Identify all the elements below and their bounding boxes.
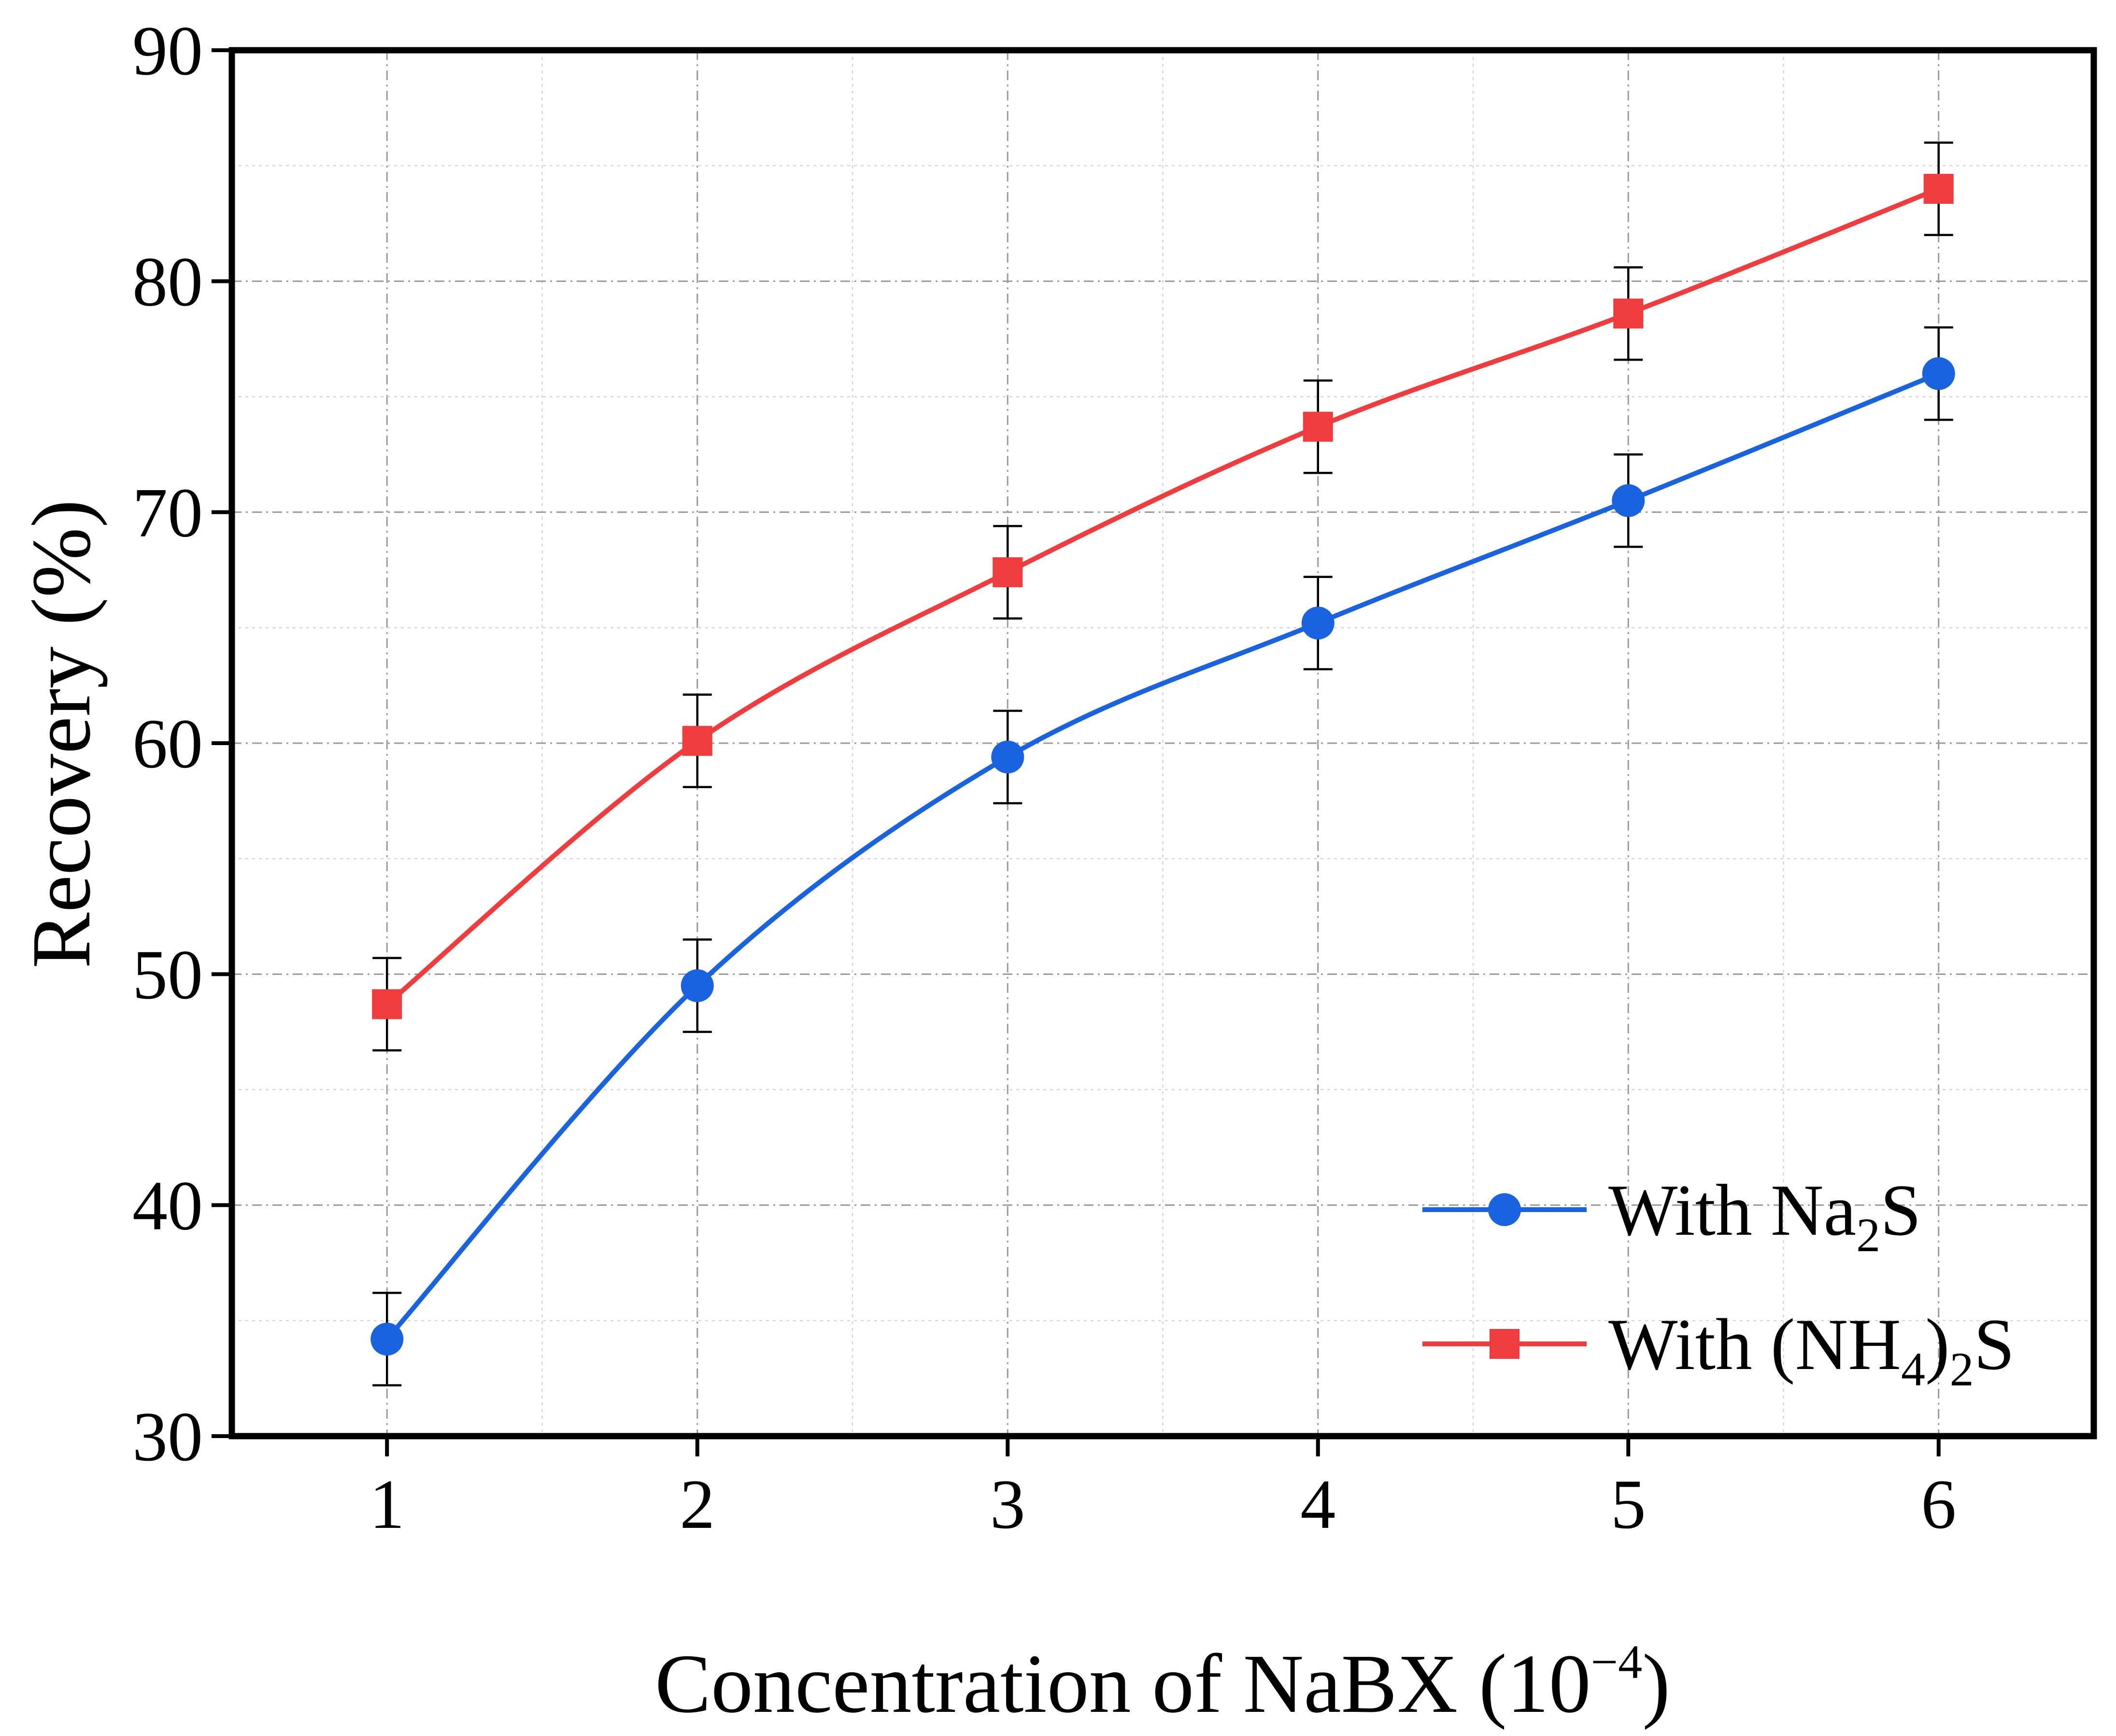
series-line bbox=[384, 371, 1941, 1342]
legend: With Na2S With (NH4)2S bbox=[1422, 1170, 2015, 1396]
data-series bbox=[370, 141, 1955, 1387]
data-point bbox=[1612, 484, 1645, 517]
legend-nh42s-part-2: 4 bbox=[1901, 1342, 1925, 1396]
legend-nh42s-part-3: ) bbox=[1925, 1304, 1950, 1385]
legend-nh42s-part-5: S bbox=[1974, 1304, 2015, 1385]
legend-label-na2s: With Na2S bbox=[1608, 1170, 1921, 1262]
legend-marker-nh42s bbox=[1490, 1329, 1520, 1359]
series-0 bbox=[370, 326, 1955, 1387]
data-point bbox=[682, 726, 712, 756]
legend-label-nh42s: With (NH4)2S bbox=[1608, 1304, 2015, 1396]
x-axis-title-exponent: −4 bbox=[1591, 1635, 1642, 1689]
legend-item-nh42s: With (NH4)2S bbox=[1422, 1304, 2015, 1396]
y-axis-title: Recovery (%) bbox=[14, 499, 108, 968]
legend-na2s-part-1: With Na bbox=[1608, 1170, 1856, 1251]
legend-nh42s-part-1: With (NH bbox=[1608, 1304, 1901, 1385]
data-point bbox=[1922, 357, 1955, 390]
legend-na2s-part-3: S bbox=[1880, 1170, 1921, 1251]
series-1 bbox=[372, 141, 1954, 1052]
legend-nh42s-part-4: 2 bbox=[1950, 1342, 1974, 1396]
data-point bbox=[1301, 607, 1335, 640]
y-tick-label: 60 bbox=[132, 705, 203, 783]
y-tick-label: 70 bbox=[132, 474, 203, 552]
data-point bbox=[991, 740, 1024, 774]
x-axis-title-main: Concentration of NaBX (10 bbox=[655, 1637, 1591, 1730]
legend-marker-na2s bbox=[1488, 1193, 1521, 1226]
x-tick-label: 6 bbox=[1921, 1465, 1956, 1543]
x-tick-label: 2 bbox=[680, 1465, 715, 1543]
legend-na2s-part-2: 2 bbox=[1856, 1208, 1880, 1262]
data-point bbox=[993, 557, 1023, 588]
axis-ticks: 1 2 3 4 5 6 30 40 50 60 70 80 90 bbox=[132, 12, 1956, 1543]
y-tick-label: 30 bbox=[132, 1397, 203, 1476]
y-tick-label: 90 bbox=[132, 12, 203, 90]
data-point bbox=[370, 1323, 404, 1356]
data-point bbox=[1613, 298, 1644, 329]
data-point bbox=[372, 989, 402, 1019]
x-tick-label: 3 bbox=[990, 1465, 1025, 1543]
legend-item-na2s: With Na2S bbox=[1422, 1170, 1921, 1262]
series-line bbox=[384, 186, 1941, 1007]
grid-lines bbox=[232, 50, 2094, 1436]
data-point bbox=[1923, 174, 1954, 204]
x-tick-label: 4 bbox=[1300, 1465, 1335, 1543]
x-tick-label: 5 bbox=[1611, 1465, 1646, 1543]
y-tick-label: 50 bbox=[132, 935, 203, 1014]
data-point bbox=[681, 969, 714, 1002]
y-tick-label: 40 bbox=[132, 1167, 203, 1245]
x-axis-title-close: ) bbox=[1642, 1637, 1670, 1730]
data-point bbox=[1303, 411, 1333, 442]
x-axis-title: Concentration of NaBX (10−4) bbox=[655, 1635, 1670, 1730]
y-tick-label: 80 bbox=[132, 242, 203, 321]
x-tick-label: 1 bbox=[369, 1465, 405, 1543]
